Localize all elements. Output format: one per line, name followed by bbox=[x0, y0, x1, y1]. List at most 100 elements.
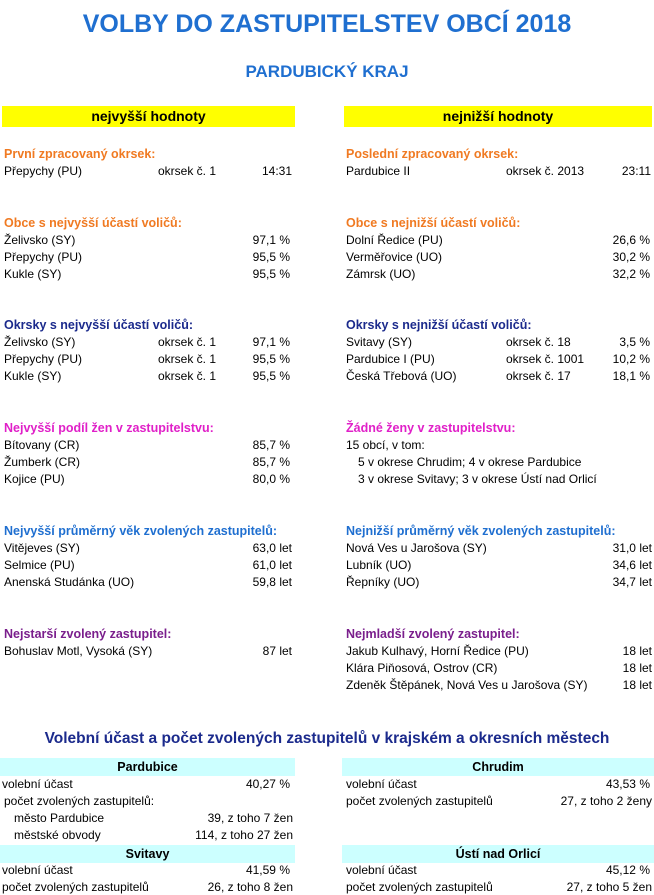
city-turnout-value: 40,27 % bbox=[245, 777, 290, 791]
age-top-heading: Nejvyšší průměrný věk zvolených zastupit… bbox=[4, 524, 278, 538]
list-item: Verměřovice (UO) bbox=[346, 250, 443, 264]
list-item-value: 63,0 let bbox=[252, 541, 292, 555]
list-item-value: 95,5 % bbox=[252, 250, 290, 264]
list-item: Pardubice I (PU) bbox=[346, 352, 435, 366]
women-none-line: 3 v okrese Svitavy; 3 v okrese Ústí nad … bbox=[358, 472, 597, 486]
list-item-value: 95,5 % bbox=[252, 352, 290, 366]
last-district-name: Pardubice II bbox=[346, 164, 411, 178]
list-item-value: 87 let bbox=[262, 644, 292, 658]
list-item: Bohuslav Motl, Vysoká (SY) bbox=[4, 644, 153, 658]
top-turnout-districts-heading: Okrsky s nejvyšší účastí voličů: bbox=[4, 318, 193, 332]
list-item: Lubník (UO) bbox=[346, 558, 412, 572]
list-item: Zámrsk (UO) bbox=[346, 267, 416, 281]
last-district-heading: Poslední zpracovaný okrsek: bbox=[346, 147, 519, 161]
last-district-number: okrsek č. 2013 bbox=[506, 164, 585, 178]
list-item: Selmice (PU) bbox=[4, 558, 75, 572]
list-item-value: 34,7 let bbox=[612, 575, 652, 589]
list-item: Dolní Ředice (PU) bbox=[346, 233, 443, 247]
list-item-district: okrsek č. 1 bbox=[158, 369, 217, 383]
age-low-heading: Nejnižší průměrný věk zvolených zastupit… bbox=[346, 524, 616, 538]
page-subtitle: PARDUBICKÝ KRAJ bbox=[245, 62, 409, 81]
city-elected-value: 26, z toho 8 žen bbox=[207, 880, 293, 894]
list-item-value: 18 let bbox=[622, 644, 652, 658]
city-elected-label: počet zvolených zastupitelů: bbox=[4, 794, 155, 808]
list-item: Kukle (SY) bbox=[4, 267, 62, 281]
top-turnout-municipalities-heading: Obce s nejvyšší účastí voličů: bbox=[4, 216, 182, 230]
list-item-value: 10,2 % bbox=[612, 352, 650, 366]
list-item: Žumberk (CR) bbox=[4, 455, 81, 469]
city-elected-value: 27, z toho 2 ženy bbox=[560, 794, 652, 808]
list-item: Kukle (SY) bbox=[4, 369, 62, 383]
list-item: Želivsko (SY) bbox=[4, 233, 76, 247]
list-item-value: 95,5 % bbox=[252, 267, 290, 281]
list-item-district: okrsek č. 18 bbox=[506, 335, 571, 349]
oldest-heading: Nejstarší zvolený zastupitel: bbox=[4, 627, 172, 641]
city-elected-label: počet zvolených zastupitelů bbox=[346, 794, 493, 808]
youngest-heading: Nejmladší zvolený zastupitel: bbox=[346, 627, 520, 641]
list-item-district: okrsek č. 1001 bbox=[506, 352, 585, 366]
city-turnout-value: 43,53 % bbox=[605, 777, 650, 791]
list-item-value: 85,7 % bbox=[252, 455, 290, 469]
list-item: Anenská Studánka (UO) bbox=[4, 575, 135, 589]
city-bar-usti: Ústí nad Orlicí bbox=[342, 845, 654, 863]
first-district-time: 14:31 bbox=[261, 164, 292, 178]
city-elected-label: počet zvolených zastupitelů bbox=[2, 880, 149, 894]
first-district-number: okrsek č. 1 bbox=[158, 164, 217, 178]
list-item-value: 3,5 % bbox=[619, 335, 650, 349]
list-item-district: okrsek č. 17 bbox=[506, 369, 571, 383]
city-elected-value: 27, z toho 5 žen bbox=[566, 880, 652, 894]
list-item-value: 80,0 % bbox=[252, 472, 290, 486]
list-item: Jakub Kulhavý, Horní Ředice (PU) bbox=[346, 644, 529, 658]
list-item: Nová Ves u Jarošova (SY) bbox=[346, 541, 487, 555]
list-item: Řepníky (UO) bbox=[346, 575, 420, 589]
city-sub-value: 114, z toho 27 žen bbox=[195, 828, 293, 842]
list-item-value: 26,6 % bbox=[612, 233, 650, 247]
women-top-heading: Nejvyšší podíl žen v zastupitelstvu: bbox=[4, 421, 214, 435]
header-lowest: nejnižší hodnoty bbox=[344, 106, 652, 127]
list-item-value: 97,1 % bbox=[252, 335, 290, 349]
list-item: Česká Třebová (UO) bbox=[346, 369, 457, 383]
list-item: Svitavy (SY) bbox=[346, 335, 413, 349]
city-turnout-value: 45,12 % bbox=[605, 863, 650, 877]
city-bar-svitavy: Svitavy bbox=[0, 845, 295, 863]
list-item: Klára Piňosová, Ostrov (CR) bbox=[346, 661, 498, 675]
list-item-district: okrsek č. 1 bbox=[158, 352, 217, 366]
page-title: VOLBY DO ZASTUPITELSTEV OBCÍ 2018 bbox=[82, 10, 572, 38]
city-bar-chrudim: Chrudim bbox=[342, 758, 654, 776]
header-highest: nejvyšší hodnoty bbox=[2, 106, 295, 127]
women-none-heading: Žádné ženy v zastupitelstvu: bbox=[346, 421, 516, 435]
last-district-time: 23:11 bbox=[621, 164, 651, 178]
first-district-heading: První zpracovaný okrsek: bbox=[4, 147, 156, 161]
list-item-value: 18 let bbox=[622, 678, 652, 692]
list-item-value: 30,2 % bbox=[612, 250, 650, 264]
cities-title: Volební účast a počet zvolených zastupit… bbox=[44, 730, 610, 747]
list-item: Vitějeves (SY) bbox=[4, 541, 80, 555]
list-item-value: 18,1 % bbox=[612, 369, 650, 383]
list-item-value: 59,8 let bbox=[252, 575, 292, 589]
women-none-line: 15 obcí, v tom: bbox=[346, 438, 425, 452]
city-turnout-label: volební účast bbox=[2, 863, 73, 877]
low-turnout-districts-heading: Okrsky s nejnižší účastí voličů: bbox=[346, 318, 532, 332]
city-turnout-label: volební účast bbox=[346, 777, 417, 791]
list-item-value: 18 let bbox=[622, 661, 652, 675]
list-item-value: 61,0 let bbox=[252, 558, 292, 572]
list-item: Přepychy (PU) bbox=[4, 250, 83, 264]
city-bar-pardubice: Pardubice bbox=[0, 758, 295, 776]
list-item: Zdeněk Štěpánek, Nová Ves u Jarošova (SY… bbox=[346, 678, 588, 692]
list-item-value: 97,1 % bbox=[252, 233, 290, 247]
women-none-line: 5 v okrese Chrudim; 4 v okrese Pardubice bbox=[358, 455, 582, 469]
list-item: Želivsko (SY) bbox=[4, 335, 76, 349]
first-district-name: Přepychy (PU) bbox=[4, 164, 83, 178]
city-sub-label: městské obvody bbox=[14, 828, 101, 842]
list-item-value: 95,5 % bbox=[252, 369, 290, 383]
city-sub-label: město Pardubice bbox=[14, 811, 105, 825]
list-item: Přepychy (PU) bbox=[4, 352, 83, 366]
city-turnout-value: 41,59 % bbox=[245, 863, 290, 877]
list-item-value: 34,6 let bbox=[612, 558, 652, 572]
low-turnout-municipalities-heading: Obce s nejnižší účastí voličů: bbox=[346, 216, 521, 230]
list-item-value: 85,7 % bbox=[252, 438, 290, 452]
list-item-district: okrsek č. 1 bbox=[158, 335, 217, 349]
list-item-value: 31,0 let bbox=[612, 541, 652, 555]
city-turnout-label: volební účast bbox=[2, 777, 73, 791]
city-elected-label: počet zvolených zastupitelů bbox=[346, 880, 493, 894]
